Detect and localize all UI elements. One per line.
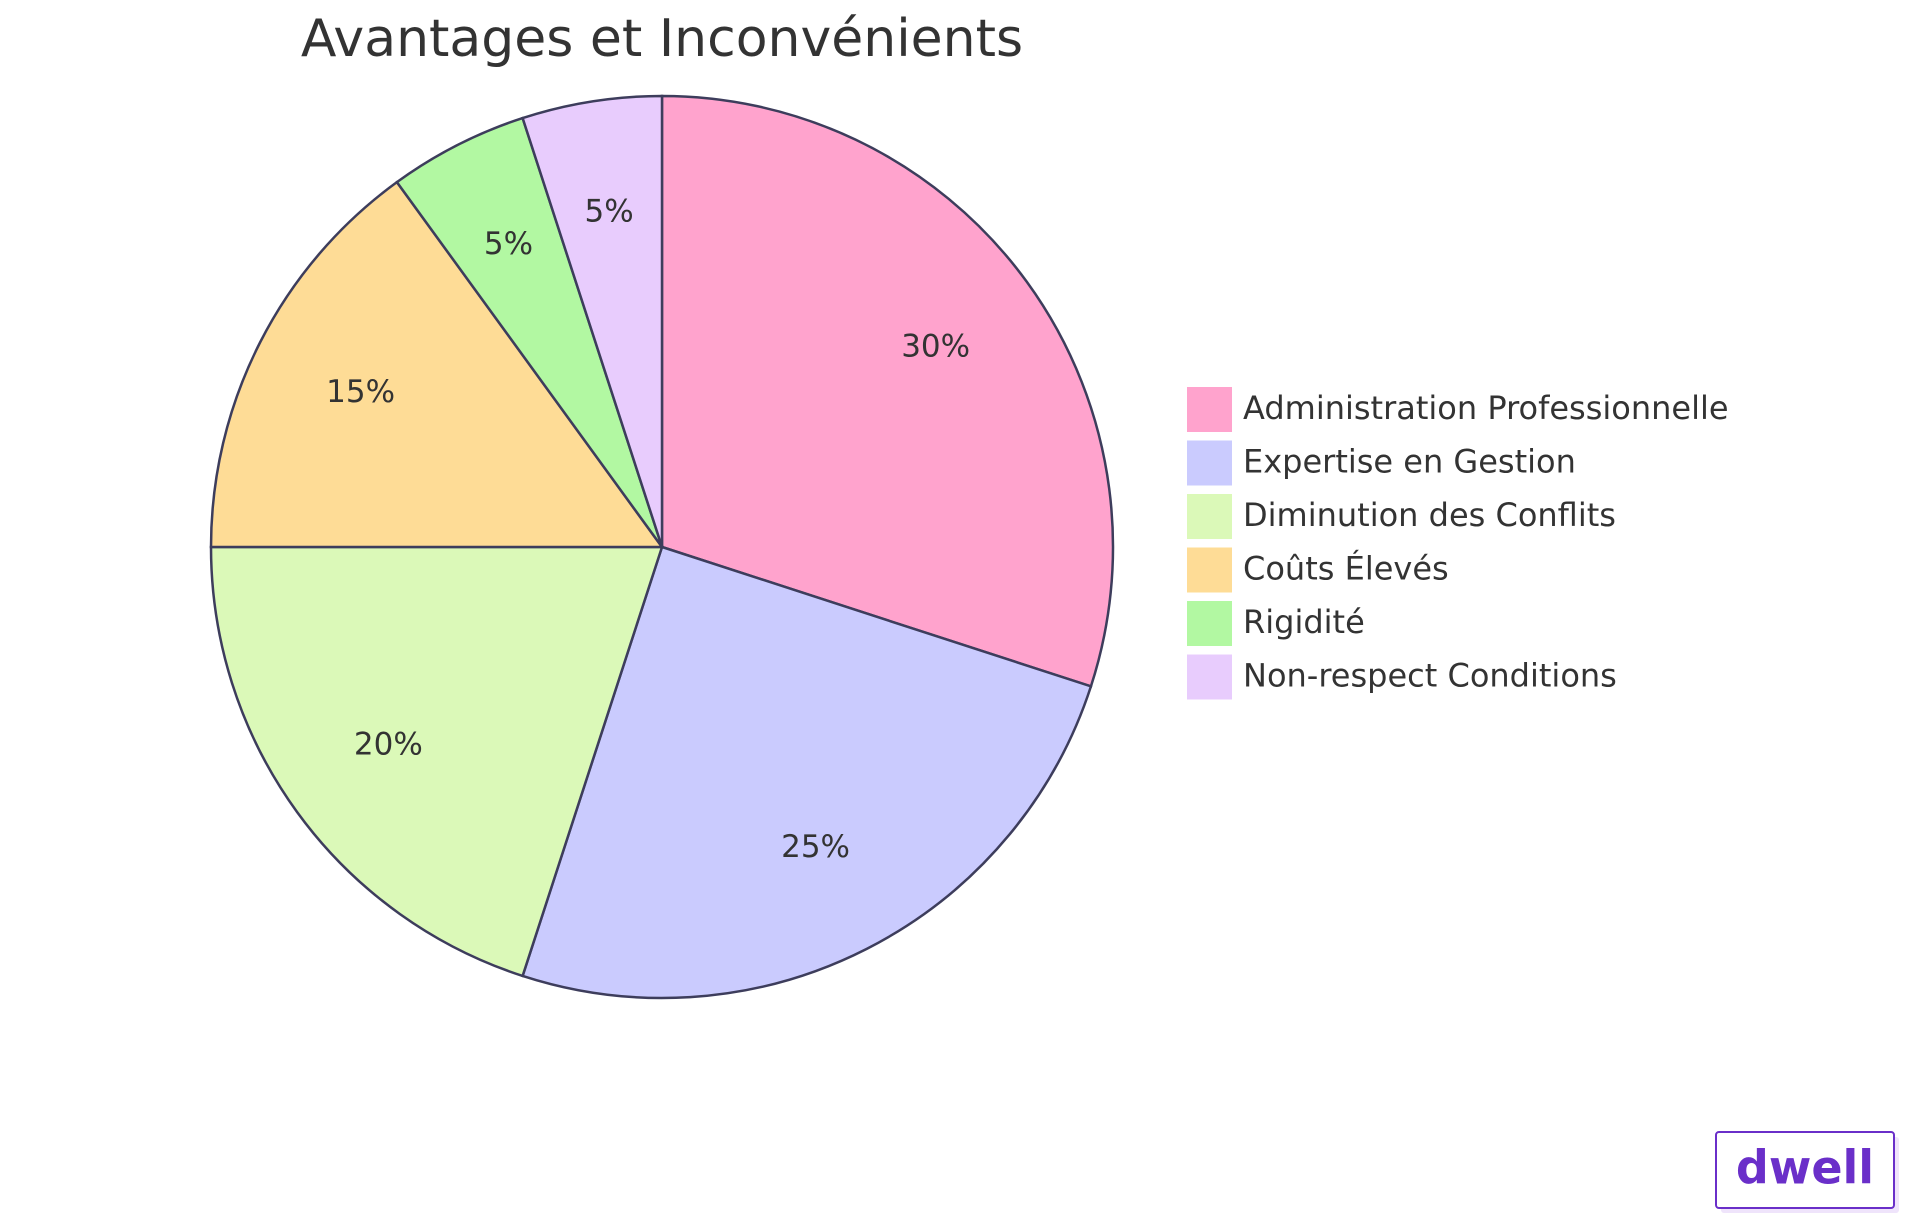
- logo-text: dwell: [1736, 1141, 1874, 1195]
- legend-swatch: [1187, 654, 1232, 700]
- pie-slice: [521, 545, 1093, 1000]
- legend-label: Administration Professionnelle: [1243, 389, 1729, 427]
- slice-label: 20%: [354, 726, 423, 762]
- pie-slice: [209, 180, 665, 549]
- logo-box: [1715, 1131, 1895, 1209]
- legend-swatch: [1187, 494, 1232, 539]
- slice-label: 5%: [484, 226, 533, 262]
- pie-slice: [521, 94, 664, 548]
- legend-label: Rigidité: [1243, 603, 1365, 641]
- legend-swatch: [1187, 547, 1232, 593]
- pie-slice: [660, 94, 1115, 688]
- legend-swatch: [1187, 440, 1232, 486]
- watermark-logo: dwell: [1715, 1131, 1899, 1213]
- slice-label: 25%: [781, 829, 850, 865]
- legend-label: Diminution des Conflits: [1243, 496, 1616, 534]
- pie-slice: [209, 545, 664, 978]
- legend-label: Expertise en Gestion: [1243, 443, 1576, 481]
- slice-label: 15%: [326, 374, 395, 410]
- legend-label: Coûts Élevés: [1243, 550, 1449, 588]
- legend-swatch: [1187, 387, 1232, 432]
- legend-label: Non-respect Conditions: [1243, 657, 1617, 695]
- slice-label: 5%: [584, 193, 633, 229]
- chart-title: Avantages et Inconvénients: [301, 9, 1023, 69]
- pie-slice: [395, 116, 664, 548]
- legend-swatch: [1187, 601, 1232, 646]
- slice-label: 30%: [901, 329, 970, 365]
